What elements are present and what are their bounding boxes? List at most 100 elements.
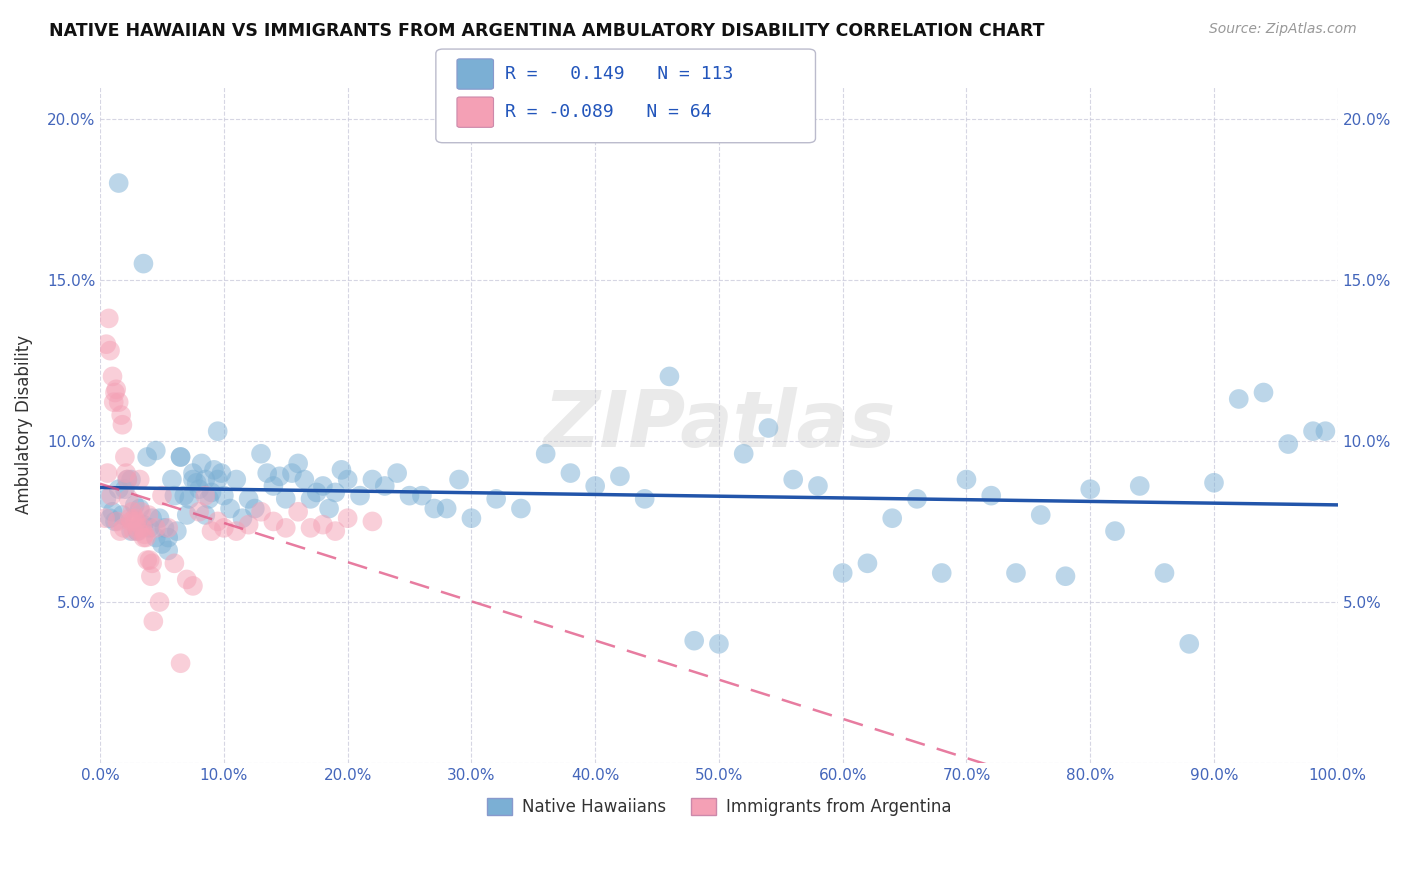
Point (411, 489, 433, 503)
Point (134, 527, 156, 541)
Point (807, 479, 830, 493)
Point (179, 491, 201, 506)
Point (250, 505, 273, 519)
Point (138, 521, 160, 535)
Point (212, 521, 235, 535)
Point (176, 508, 198, 522)
Point (104, 515, 127, 529)
Point (287, 457, 309, 471)
Point (181, 466, 204, 480)
Point (225, 524, 247, 538)
Point (141, 557, 163, 571)
Point (160, 473, 183, 487)
Text: NATIVE HAWAIIAN VS IMMIGRANTS FROM ARGENTINA AMBULATORY DISABILITY CORRELATION C: NATIVE HAWAIIAN VS IMMIGRANTS FROM ARGEN… (49, 22, 1045, 40)
Point (117, 491, 139, 506)
Point (150, 489, 173, 503)
Point (374, 479, 396, 493)
Point (128, 524, 150, 538)
Point (905, 491, 928, 506)
Point (634, 491, 657, 506)
Point (111, 508, 134, 522)
Point (173, 489, 195, 503)
Point (281, 466, 304, 480)
Point (262, 479, 284, 493)
Point (1029, 508, 1052, 522)
Point (1005, 566, 1028, 580)
Point (200, 524, 222, 538)
Point (98, 511, 121, 525)
Point (256, 466, 278, 480)
Point (96, 491, 118, 506)
Point (169, 657, 191, 671)
Point (107, 482, 129, 496)
Point (150, 537, 173, 551)
Point (169, 450, 191, 464)
Point (243, 501, 266, 516)
Point (305, 485, 328, 500)
Point (299, 521, 322, 535)
Point (114, 482, 136, 496)
Point (436, 501, 458, 516)
Point (120, 515, 142, 529)
Legend: Native Hawaiians, Immigrants from Argentina: Native Hawaiians, Immigrants from Argent… (479, 791, 957, 822)
Point (97, 311, 120, 326)
Point (104, 385, 127, 400)
Point (136, 450, 159, 464)
Point (98, 343, 121, 358)
Point (287, 505, 309, 519)
Point (121, 505, 143, 519)
Point (312, 479, 335, 493)
Point (299, 491, 322, 506)
Point (269, 469, 291, 483)
Point (318, 501, 340, 516)
Point (733, 447, 755, 461)
Point (148, 511, 170, 525)
Point (100, 489, 122, 503)
Point (782, 473, 804, 487)
Y-axis label: Ambulatory Disability: Ambulatory Disability (15, 335, 32, 515)
Point (111, 417, 134, 432)
Point (931, 566, 953, 580)
Point (153, 521, 176, 535)
Point (120, 473, 142, 487)
Point (128, 473, 150, 487)
Point (96, 337, 118, 351)
Point (1178, 637, 1201, 651)
Point (583, 479, 606, 493)
Point (200, 485, 222, 500)
Point (683, 633, 706, 648)
Point (117, 473, 139, 487)
Point (1227, 392, 1250, 406)
Point (132, 517, 155, 532)
Point (447, 473, 470, 487)
Point (186, 475, 208, 490)
Point (194, 508, 217, 522)
Point (188, 505, 211, 519)
Point (361, 473, 384, 487)
Point (145, 443, 167, 458)
Point (238, 517, 260, 532)
Point (157, 521, 180, 535)
Point (148, 595, 170, 609)
Point (980, 489, 1002, 503)
Point (166, 524, 188, 538)
Point (292, 473, 315, 487)
Point (198, 491, 221, 506)
Point (181, 473, 204, 487)
Point (207, 515, 229, 529)
Point (207, 424, 229, 438)
Point (323, 485, 346, 500)
Point (107, 176, 129, 190)
Text: R =   0.149   N = 113: R = 0.149 N = 113 (505, 65, 733, 83)
Point (209, 466, 232, 480)
Point (1129, 479, 1152, 493)
Point (1054, 569, 1077, 583)
Point (94, 511, 117, 525)
Point (194, 489, 217, 503)
Point (1253, 385, 1275, 400)
Point (534, 447, 557, 461)
Point (1104, 524, 1126, 538)
Point (312, 517, 335, 532)
Point (96, 466, 118, 480)
Point (107, 395, 129, 409)
